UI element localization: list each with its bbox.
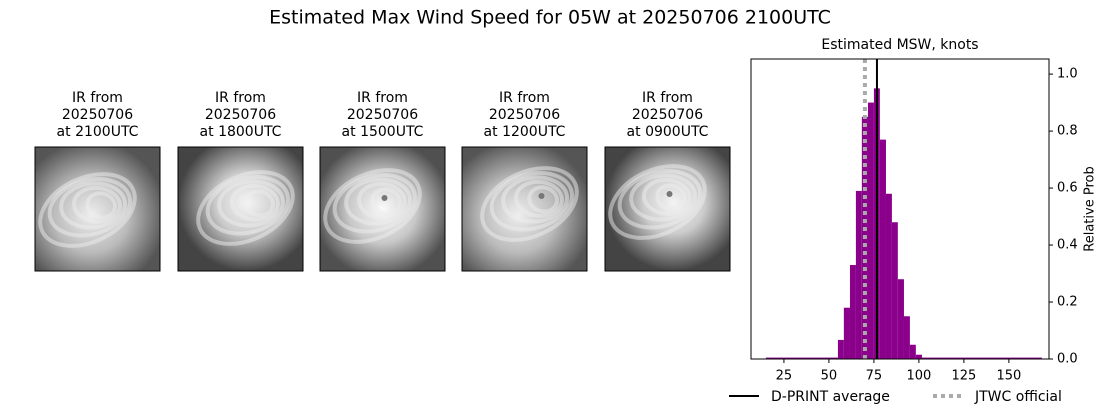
panel-label: IR from (499, 90, 550, 106)
x-tick-label: 100 (906, 369, 931, 384)
cloud-band (608, 164, 707, 240)
bar (915, 354, 922, 359)
cloud-band (501, 175, 570, 224)
y-tick-label: 0.8 (1057, 124, 1078, 139)
bar (909, 344, 916, 359)
cloud-band (489, 171, 575, 232)
cloud-band (617, 169, 703, 230)
axes-frame (750, 58, 1050, 360)
cloud-band (72, 185, 122, 224)
bar (855, 190, 862, 359)
cloud-band (357, 181, 407, 220)
panel-label: at 1500UTC (342, 124, 424, 140)
panel-label: 20250706 (205, 107, 276, 123)
panel-label: at 1800UTC (200, 124, 282, 140)
y-tick-label: 0.2 (1057, 295, 1078, 310)
panel-label: 20250706 (489, 107, 560, 123)
cloud-band (217, 179, 286, 228)
cloud-band (38, 172, 137, 248)
panel-label: at 1200UTC (484, 124, 566, 140)
figure-title: Estimated Max Wind Speed for 05W at 2025… (269, 7, 831, 29)
cloud-band (332, 173, 418, 234)
cloud-band (47, 177, 133, 238)
cloud-band (243, 189, 276, 218)
cloud-band (642, 177, 692, 216)
eye (538, 193, 545, 199)
cloud-band (85, 191, 118, 220)
image-frame (604, 146, 731, 272)
cloud-band (230, 183, 280, 222)
bar (849, 264, 856, 359)
cloud-band (196, 170, 295, 246)
panel-label: at 0900UTC (627, 124, 709, 140)
image-frame (34, 146, 161, 272)
x-tick-label: 50 (821, 369, 838, 384)
cloud-band (323, 168, 422, 244)
bar (903, 316, 910, 359)
eye (666, 191, 673, 197)
cloud-band (480, 166, 579, 242)
panel-label: IR from (357, 90, 408, 106)
cloud-band (527, 185, 560, 214)
panel-label: IR from (215, 90, 266, 106)
panel-label: 20250706 (347, 107, 418, 123)
panel-label: 20250706 (62, 107, 133, 123)
ir-image (320, 147, 445, 271)
y-axis-label: Relative Prob (1083, 166, 1098, 251)
x-tick-label: 75 (866, 369, 883, 384)
bar (867, 102, 874, 359)
bar (921, 357, 1042, 359)
image-frame (177, 146, 304, 272)
bar (765, 357, 838, 359)
bar (885, 193, 892, 359)
legend-label: D-PRINT average (771, 389, 890, 405)
bar (879, 139, 886, 359)
bar (837, 339, 844, 359)
bar (843, 307, 850, 359)
cloud-band (629, 173, 698, 222)
y-tick-label: 0.0 (1057, 352, 1078, 367)
y-tick-label: 0.4 (1057, 238, 1078, 253)
cloud-band (344, 177, 413, 226)
image-frame (461, 146, 588, 272)
y-tick-label: 1.0 (1057, 67, 1078, 82)
x-tick-label: 125 (951, 369, 976, 384)
panel-label: at 2100UTC (57, 124, 139, 140)
cloud-band (370, 187, 403, 216)
panel-label: IR from (642, 90, 693, 106)
bar (891, 222, 898, 359)
x-tick-label: 25 (776, 369, 793, 384)
legend-label: JTWC official (974, 389, 1062, 405)
cloud-band (205, 175, 291, 236)
ir-image (35, 147, 160, 271)
chart-title: Estimated MSW, knots (821, 37, 978, 53)
panel-label: 20250706 (632, 107, 703, 123)
cloud-band (514, 179, 564, 218)
bar (897, 279, 904, 359)
panel-label: IR from (72, 90, 123, 106)
y-tick-label: 0.6 (1057, 181, 1078, 196)
x-tick-label: 150 (996, 369, 1021, 384)
image-frame (319, 146, 446, 272)
cloud-band (655, 183, 688, 212)
cloud-band (59, 181, 128, 230)
eye (381, 195, 388, 201)
